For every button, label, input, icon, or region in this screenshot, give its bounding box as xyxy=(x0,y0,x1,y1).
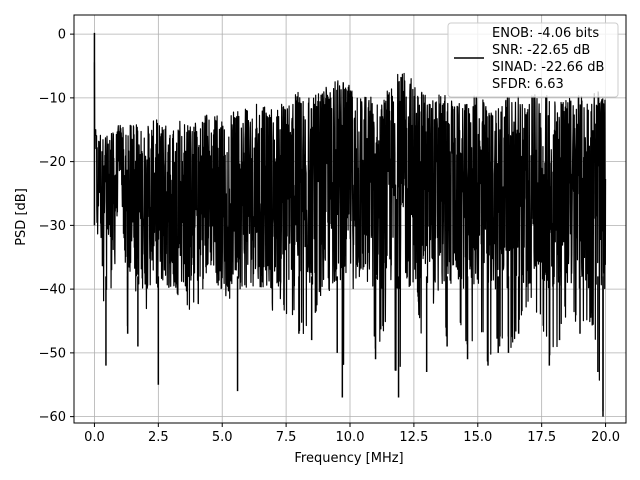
x-axis-label: Frequency [MHz] xyxy=(294,451,403,466)
psd-line xyxy=(93,62,607,412)
legend-entry-enob: ENOB: -4.06 bits xyxy=(492,26,599,41)
legend-entry-snr: SNR: -22.65 dB xyxy=(492,43,590,58)
y-tick-label-0: 0 xyxy=(58,28,66,43)
x-tick-label-5: 12.5 xyxy=(399,430,428,445)
legend-box xyxy=(447,22,619,98)
legend-entry-sinad: SINAD: -22.66 dB xyxy=(492,60,604,75)
y-axis-ticks: 0 −10 −20 −30 −40 −50 −60 xyxy=(39,28,74,425)
x-tick-label-2: 5.0 xyxy=(212,430,233,445)
x-tick-label-6: 15.0 xyxy=(463,430,492,445)
x-tick-label-0: 0.0 xyxy=(84,430,105,445)
y-tick-label-6: −60 xyxy=(39,410,66,425)
y-tick-label-1: −10 xyxy=(39,91,66,106)
x-axis-ticks: 0.0 2.5 5.0 7.5 10.0 12.5 15.0 17.5 20.0 xyxy=(84,423,620,445)
x-tick-label-1: 2.5 xyxy=(148,430,169,445)
legend-entry-sfdr: SFDR: 6.63 xyxy=(492,77,564,92)
x-tick-label-3: 7.5 xyxy=(276,430,297,445)
y-tick-label-2: −20 xyxy=(39,155,66,170)
legend: ENOB: -4.06 bits SNR: -22.65 dB SINAD: -… xyxy=(447,22,619,98)
y-tick-label-4: −40 xyxy=(39,283,66,298)
psd-series xyxy=(93,32,607,417)
x-tick-label-8: 20.0 xyxy=(591,430,620,445)
x-tick-label-4: 10.0 xyxy=(336,430,365,445)
y-tick-label-3: −30 xyxy=(39,219,66,234)
x-tick-label-7: 17.5 xyxy=(527,430,556,445)
y-tick-label-5: −50 xyxy=(39,346,66,361)
y-axis-label: PSD [dB] xyxy=(14,188,29,246)
